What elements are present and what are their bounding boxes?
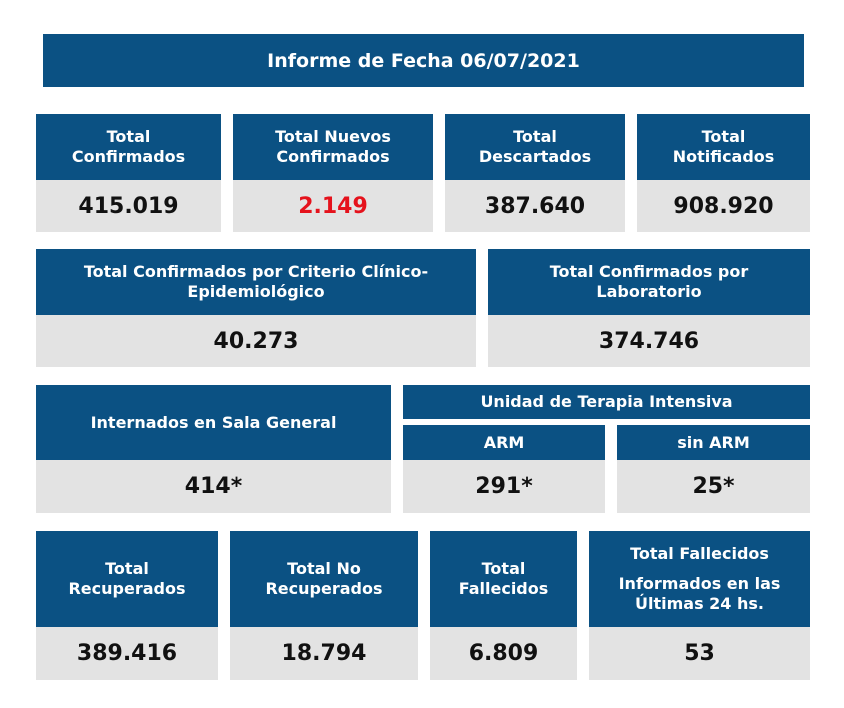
total-recuperados-label: Total Recuperados: [68, 559, 186, 598]
sin-arm-header: sin ARM: [617, 425, 810, 460]
total-descartados-header: Total Descartados: [445, 114, 625, 180]
confirmados-laboratorio-header: Total Confirmados por Laboratorio: [488, 249, 810, 315]
total-fallecidos-label: Total Fallecidos: [458, 559, 549, 598]
sin-arm-value: 25*: [617, 460, 810, 513]
report-title-bar: Informe de Fecha 06/07/2021: [43, 34, 804, 87]
total-no-recuperados-header: Total No Recuperados: [230, 531, 418, 627]
total-fallecidos-header: Total Fallecidos: [430, 531, 577, 627]
total-recuperados-header: Total Recuperados: [36, 531, 218, 627]
total-nuevos-confirmados-value: 2.149: [233, 180, 433, 232]
total-notificados-value: 908.920: [637, 180, 810, 232]
sala-general-header: Internados en Sala General: [36, 385, 391, 460]
report-title: Informe de Fecha 06/07/2021: [267, 49, 580, 72]
fallecidos-24hs-value: 53: [589, 627, 810, 680]
fallecidos-24hs-label: Total Fallecidos: [630, 544, 769, 563]
total-confirmados-label: Total Confirmados: [71, 127, 186, 166]
confirmados-criterio-clinico-label: Total Confirmados por Criterio Clínico-E…: [83, 262, 429, 301]
sin-arm-label: sin ARM: [677, 432, 750, 452]
arm-header: ARM: [403, 425, 605, 460]
total-no-recuperados-value: 18.794: [230, 627, 418, 680]
total-no-recuperados-label: Total No Recuperados: [265, 559, 383, 598]
total-fallecidos-value: 6.809: [430, 627, 577, 680]
confirmados-laboratorio-value: 374.746: [488, 315, 810, 367]
fallecidos-24hs-label-group: Total Fallecidos Informados en las Últim…: [610, 544, 790, 614]
fallecidos-24hs-header: Total Fallecidos Informados en las Últim…: [589, 531, 810, 627]
total-confirmados-header: Total Confirmados: [36, 114, 221, 180]
uti-label: Unidad de Terapia Intensiva: [480, 392, 733, 411]
total-descartados-value: 387.640: [445, 180, 625, 232]
sala-general-label: Internados en Sala General: [90, 412, 337, 432]
total-descartados-label: Total Descartados: [478, 127, 592, 166]
total-nuevos-confirmados-label: Total Nuevos Confirmados: [275, 127, 391, 166]
arm-label: ARM: [483, 432, 525, 452]
total-notificados-header: Total Notificados: [637, 114, 810, 180]
confirmados-criterio-clinico-header: Total Confirmados por Criterio Clínico-E…: [36, 249, 476, 315]
uti-header: Unidad de Terapia Intensiva: [403, 385, 810, 419]
confirmados-laboratorio-label: Total Confirmados por Laboratorio: [549, 262, 749, 301]
total-confirmados-value: 415.019: [36, 180, 221, 232]
sala-general-value: 414*: [36, 460, 391, 513]
total-recuperados-value: 389.416: [36, 627, 218, 680]
confirmados-criterio-clinico-value: 40.273: [36, 315, 476, 367]
fallecidos-24hs-sublabel: Informados en las Últimas 24 hs.: [618, 574, 781, 613]
total-nuevos-confirmados-header: Total Nuevos Confirmados: [233, 114, 433, 180]
arm-value: 291*: [403, 460, 605, 513]
total-notificados-label: Total Notificados: [672, 127, 775, 166]
